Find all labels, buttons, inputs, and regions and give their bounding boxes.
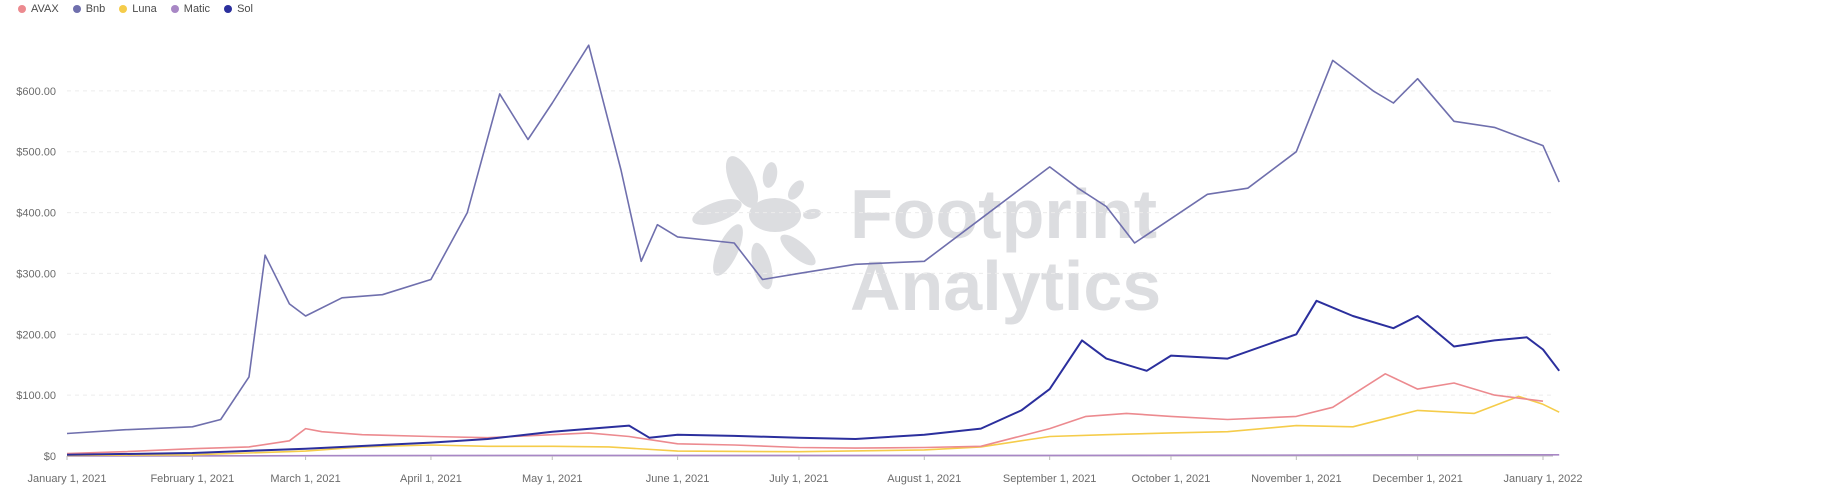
y-tick-label: $500.00 <box>16 147 56 159</box>
x-tick-label: September 1, 2021 <box>1003 473 1097 485</box>
x-tick-label: March 1, 2021 <box>270 473 340 485</box>
series-line-sol <box>66 299 1560 456</box>
legend-label: Sol <box>237 3 253 15</box>
legend-item-luna[interactable]: Luna <box>119 3 157 15</box>
y-tick-label: $200.00 <box>16 329 56 341</box>
x-axis: January 1, 2021 February 1, 2021 March 1, … <box>28 456 1583 485</box>
legend-label: Bnb <box>85 3 106 15</box>
x-tick-label: August 1, 2021 <box>887 473 961 485</box>
legend-dot-icon <box>224 5 233 13</box>
legend-label: Luna <box>132 3 157 15</box>
footprint-logo-icon <box>692 156 821 290</box>
watermark-text-2: Analytics <box>850 247 1161 325</box>
x-tick-label: January 1, 2021 <box>28 473 107 485</box>
legend-label: AVAX <box>31 3 59 15</box>
x-tick-label: February 1, 2021 <box>150 473 234 485</box>
x-tick-label: October 1, 2021 <box>1132 473 1211 485</box>
y-tick-label: $0 <box>44 451 56 463</box>
x-tick-label: June 1, 2021 <box>646 473 710 485</box>
series-line-matic <box>66 454 1560 457</box>
legend-item-matic[interactable]: Matic <box>170 3 211 15</box>
y-tick-label: $100.00 <box>16 390 56 402</box>
grid-lines <box>67 90 1553 457</box>
legend-dot-icon <box>72 5 81 13</box>
series-line-bnb <box>66 44 1560 435</box>
legend-dot-icon <box>119 5 128 13</box>
y-tick-label: $400.00 <box>16 208 56 220</box>
x-tick-label: April 1, 2021 <box>400 473 462 485</box>
x-tick-label: January 1, 2022 <box>1504 473 1583 485</box>
y-axis: $0 $100.00 $200.00 $300.00 $400.00 $500.00 $60… <box>16 86 56 463</box>
series-layer <box>66 44 1560 457</box>
legend-item-bnb[interactable]: Bnb <box>72 3 106 15</box>
legend-item-sol[interactable]: Sol <box>224 3 253 15</box>
x-tick-label: May 1, 2021 <box>522 473 583 485</box>
legend-label: Matic <box>183 3 211 15</box>
y-tick-label: $600.00 <box>16 86 56 98</box>
x-tick-label: December 1, 2021 <box>1372 473 1463 485</box>
legend-dot-icon <box>18 5 26 13</box>
legend: AVAX Bnb Luna Matic Sol <box>18 3 253 15</box>
watermark-text-1: Footprint <box>850 175 1157 253</box>
legend-dot-icon <box>170 5 179 13</box>
series-line-avax <box>66 373 1544 455</box>
legend-item-avax[interactable]: AVAX <box>18 3 59 15</box>
x-tick-label: November 1, 2021 <box>1251 473 1342 485</box>
y-tick-label: $300.00 <box>16 268 56 280</box>
x-tick-label: July 1, 2021 <box>769 473 828 485</box>
